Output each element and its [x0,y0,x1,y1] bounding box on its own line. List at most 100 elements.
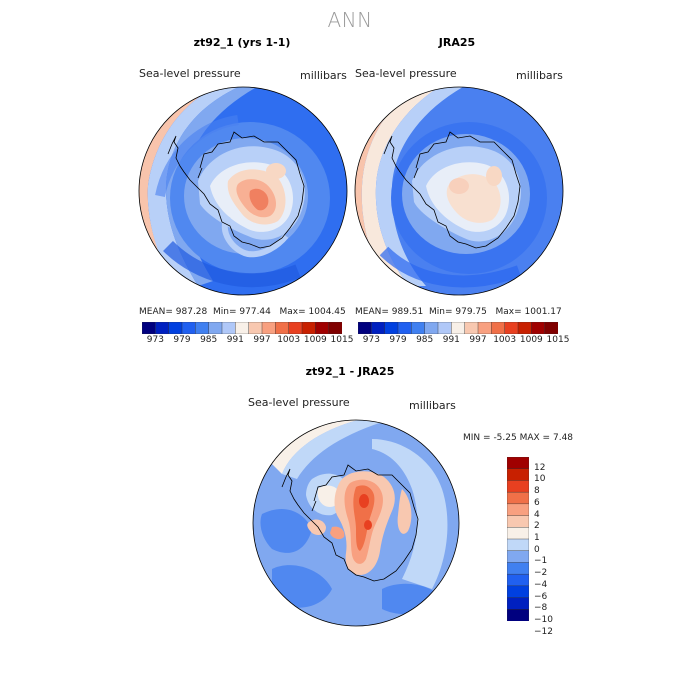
difference-max-value: 7.48 [552,433,574,443]
panel-2-colorbar-tick: 1015 [546,335,570,345]
panel-1-colorbar-swatch [275,322,290,334]
difference-field-label: Sea-level pressure [248,396,350,409]
panel-1-colorbar-tick: 1003 [277,335,301,345]
panel-2-colorbar-swatch [531,322,546,334]
difference-colorbar-swatch [507,527,529,540]
panel-2-colorbar-tick: 979 [389,335,407,345]
panel-2-colorbar-swatch [424,322,439,334]
panel-1-colorbar-swatch [221,322,236,334]
panel-2-colorbar-ticks: 973 979 985 991 997 1003 1009 1015 [358,335,570,347]
difference-colorbar-tick: 8 [534,486,540,497]
panel-2-colorbar-tick: 991 [442,335,460,345]
panel-2-colorbar-swatch [358,322,372,334]
panel-2-min-value: 979.75 [455,307,487,317]
panel-2-units-label: millibars [516,69,563,82]
panel-1-field-label: Sea-level pressure [139,67,241,80]
panel-2-colorbar-swatch [384,322,399,334]
panel-1-colorbar-tick: 997 [253,335,271,345]
panel-1-units-label: millibars [300,69,347,82]
panel-1-max-value: 1004.45 [308,307,346,317]
panel-1-colorbar-swatch [142,322,156,334]
panel-2-max-label: Max= [495,307,522,317]
panel-1-colorbar-swatch [195,322,210,334]
difference-title: zt92_1 - JRA25 [305,365,395,378]
difference-colorbar-swatch [507,585,529,599]
panel-2-field-label: Sea-level pressure [355,67,457,80]
difference-colorbar-tick: −1 [534,556,548,567]
panel-2-polar-map [354,86,564,296]
difference-colorbar-swatch [507,503,529,517]
panel-1-max-label: Max= [279,307,306,317]
panel-2-colorbar-tick: 997 [469,335,487,345]
difference-colorbar-swatch [507,468,529,481]
panel-2-colorbar-swatch [437,322,452,334]
panel-2-colorbar-swatch [411,322,426,334]
panel-2-colorbar-swatch [491,322,506,334]
difference-colorbar-tick: −4 [534,579,548,590]
difference-colorbar-ticks: 12 10 8 6 4 2 1 0 −1 −2 −4 −6 −8 −10 −12 [534,457,574,637]
panel-1-colorbar-swatch [328,322,342,334]
panel-1-colorbar-swatch [301,322,316,334]
panel-1-colorbar-swatch [168,322,183,334]
difference-colorbar-swatch [507,562,529,575]
panel-1-colorbar-swatch [235,322,250,334]
panel-2-title: JRA25 [438,36,476,49]
difference-colorbar-tick: −2 [534,568,548,579]
difference-polar-map [252,419,460,627]
difference-colorbar [507,457,529,621]
panel-1-title: zt92_1 (yrs 1-1) [193,36,291,49]
panel-2-colorbar-tick: 1009 [519,335,543,345]
panel-1-min-label: Min= [213,307,237,317]
difference-colorbar-swatch [507,550,529,563]
panel-2-colorbar [358,322,558,334]
panel-2-colorbar-swatch [477,322,492,334]
difference-colorbar-swatch [507,457,529,470]
difference-colorbar-swatch [507,597,529,610]
panel-2-colorbar-tick: 973 [362,335,380,345]
panel-2-stats: MEAN= 989.51 Min= 979.75 Max= 1001.17 [355,307,562,317]
panel-2-colorbar-tick: 985 [416,335,434,345]
difference-min-value: -5.25 [493,433,517,443]
difference-colorbar-tick: −6 [534,591,548,602]
difference-colorbar-swatch [507,538,529,552]
panel-1-colorbar-tick: 1009 [303,335,327,345]
difference-colorbar-swatch [507,480,529,493]
panel-1-stats: MEAN= 987.28 Min= 977.44 Max= 1004.45 [139,307,346,317]
panel-2-colorbar-swatch [451,322,466,334]
difference-colorbar-tick: −12 [534,626,553,637]
panel-1-colorbar-swatch [155,322,170,334]
difference-colorbar-tick: 2 [534,521,540,532]
panel-1-colorbar-tick: 1015 [330,335,354,345]
panel-1-colorbar-ticks: 973 979 985 991 997 1003 1009 1015 [142,335,354,347]
panel-2-colorbar-swatch [371,322,386,334]
panel-1-colorbar-tick: 973 [146,335,164,345]
panel-1-mean-value: 987.28 [175,307,208,317]
panel-2-colorbar-swatch [517,322,532,334]
difference-colorbar-tick: 0 [534,544,540,555]
figure-title: ANN [327,8,373,32]
panel-1-min-value: 977.44 [239,307,271,317]
panel-2-colorbar-swatch [544,322,558,334]
difference-colorbar-tick: 6 [534,497,540,508]
difference-colorbar-swatch [507,573,529,587]
panel-1-colorbar-tick: 985 [200,335,218,345]
panel-1-colorbar-swatch [261,322,276,334]
difference-colorbar-tick: −8 [534,603,548,614]
panel-2-mean-value: 989.51 [391,307,424,317]
panel-2-colorbar-tick: 1003 [493,335,517,345]
panel-2-max-value: 1001.17 [524,307,562,317]
difference-units-label: millibars [409,399,456,412]
difference-colorbar-swatch [507,515,529,528]
difference-colorbar-tick: 4 [534,509,540,520]
panel-1-colorbar-swatch [315,322,330,334]
difference-colorbar-tick: 10 [534,474,546,485]
panel-2-colorbar-swatch [504,322,519,334]
panel-1-colorbar-swatch [288,322,303,334]
panel-1-colorbar-tick: 979 [173,335,191,345]
panel-1-colorbar-swatch [181,322,196,334]
panel-1-colorbar-swatch [208,322,223,334]
difference-colorbar-swatch [507,491,529,505]
difference-max-label: MAX = [519,433,551,443]
panel-2-min-label: Min= [429,307,453,317]
panel-2-colorbar-swatch [464,322,479,334]
